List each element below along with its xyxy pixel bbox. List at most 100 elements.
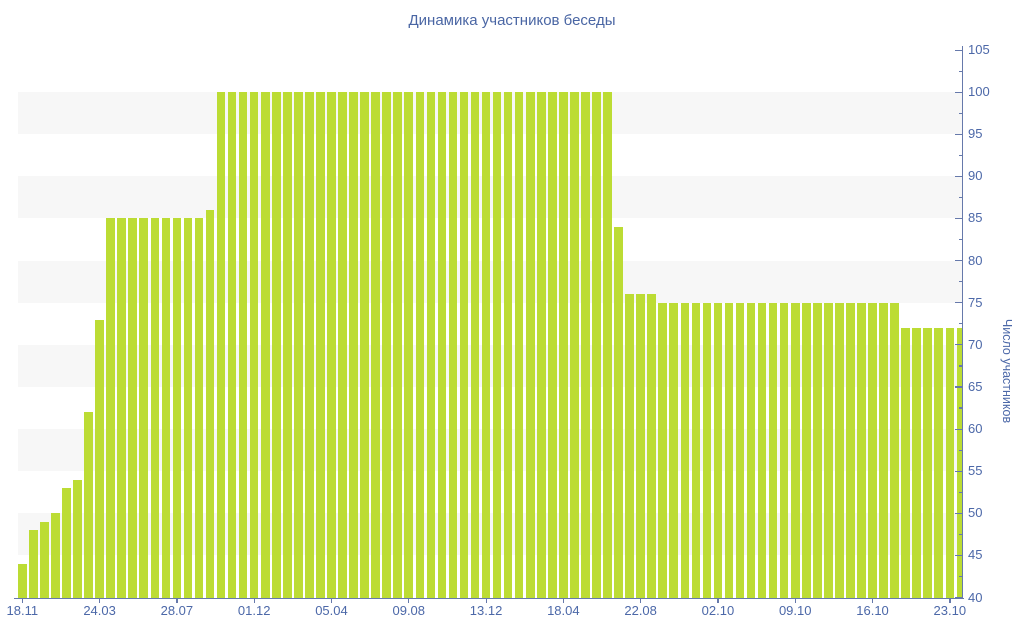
- bar[interactable]: [956, 327, 962, 599]
- bar[interactable]: [835, 302, 844, 599]
- bar[interactable]: [890, 302, 899, 599]
- bar[interactable]: [227, 92, 237, 599]
- bar[interactable]: [801, 302, 811, 599]
- bar[interactable]: [316, 92, 325, 599]
- bar[interactable]: [470, 92, 480, 599]
- bar[interactable]: [492, 92, 502, 599]
- bar[interactable]: [614, 226, 623, 599]
- bar[interactable]: [724, 302, 734, 599]
- bar[interactable]: [205, 210, 215, 599]
- x-axis-tick: [949, 599, 951, 603]
- bar[interactable]: [161, 218, 171, 599]
- bar[interactable]: [603, 92, 612, 599]
- bar[interactable]: [393, 92, 403, 599]
- bar[interactable]: [945, 327, 955, 599]
- bar[interactable]: [901, 327, 910, 599]
- bar[interactable]: [813, 302, 822, 599]
- bar[interactable]: [260, 92, 270, 599]
- y-axis-tick: [955, 175, 962, 178]
- bar[interactable]: [581, 92, 590, 599]
- bar[interactable]: [779, 302, 789, 599]
- bar[interactable]: [448, 92, 458, 599]
- bar[interactable]: [514, 92, 524, 599]
- y-axis-tick-label: 45: [968, 547, 983, 563]
- y-axis-tick-label: 60: [968, 421, 983, 437]
- bar[interactable]: [481, 92, 491, 599]
- bar[interactable]: [536, 92, 546, 599]
- bar[interactable]: [51, 513, 60, 599]
- bar[interactable]: [150, 218, 160, 599]
- bar[interactable]: [128, 218, 137, 599]
- bar[interactable]: [327, 92, 336, 599]
- bar[interactable]: [912, 327, 921, 599]
- y-axis-tick: [955, 217, 962, 220]
- bar[interactable]: [18, 563, 27, 599]
- bar[interactable]: [271, 92, 281, 599]
- x-axis-line: [14, 597, 964, 599]
- y-axis-title: Число участников: [1000, 318, 1014, 424]
- bar[interactable]: [525, 92, 535, 599]
- x-axis-tick: [176, 599, 178, 603]
- bar[interactable]: [84, 412, 93, 599]
- bar[interactable]: [305, 92, 314, 599]
- bar[interactable]: [283, 92, 292, 599]
- bar[interactable]: [459, 92, 469, 599]
- bar[interactable]: [360, 92, 369, 599]
- bar[interactable]: [625, 294, 634, 599]
- bar[interactable]: [139, 218, 149, 599]
- bar[interactable]: [249, 92, 259, 599]
- bar[interactable]: [680, 302, 690, 599]
- bar[interactable]: [923, 327, 933, 599]
- bar[interactable]: [338, 92, 347, 599]
- bar[interactable]: [559, 92, 568, 599]
- bar[interactable]: [713, 302, 723, 599]
- y-axis-tick-label: 105: [968, 42, 990, 57]
- bar[interactable]: [40, 521, 49, 599]
- bar[interactable]: [868, 302, 877, 599]
- bar[interactable]: [691, 302, 701, 599]
- bar[interactable]: [592, 92, 601, 599]
- bar[interactable]: [768, 302, 778, 599]
- bar[interactable]: [238, 92, 248, 599]
- bar[interactable]: [570, 92, 579, 599]
- bar[interactable]: [824, 302, 833, 599]
- bar[interactable]: [757, 302, 767, 599]
- y-axis-minor-tick: [958, 239, 962, 241]
- bar[interactable]: [216, 92, 226, 599]
- bar[interactable]: [746, 302, 756, 599]
- bar[interactable]: [426, 92, 436, 599]
- bar[interactable]: [194, 218, 204, 599]
- bar[interactable]: [62, 488, 71, 599]
- y-axis-tick-label: 90: [968, 168, 983, 184]
- bar[interactable]: [371, 92, 380, 599]
- bar[interactable]: [735, 302, 745, 599]
- bar[interactable]: [382, 92, 391, 599]
- bar[interactable]: [702, 302, 712, 599]
- bar[interactable]: [846, 302, 855, 599]
- bar[interactable]: [183, 218, 193, 599]
- bar[interactable]: [669, 302, 679, 599]
- bar[interactable]: [879, 302, 888, 599]
- bar[interactable]: [349, 92, 358, 599]
- bar[interactable]: [503, 92, 513, 599]
- bar[interactable]: [636, 294, 645, 599]
- bar[interactable]: [790, 302, 800, 599]
- bar[interactable]: [658, 302, 668, 599]
- bar[interactable]: [117, 218, 126, 599]
- bar[interactable]: [106, 218, 115, 599]
- bar[interactable]: [437, 92, 447, 599]
- bar[interactable]: [857, 302, 866, 599]
- y-axis-tick: [955, 512, 962, 514]
- bar[interactable]: [647, 294, 656, 599]
- bar[interactable]: [934, 327, 944, 599]
- bar[interactable]: [548, 92, 557, 599]
- bar[interactable]: [95, 319, 104, 599]
- bar[interactable]: [404, 92, 414, 599]
- bar[interactable]: [294, 92, 303, 599]
- bar[interactable]: [73, 479, 82, 599]
- bar[interactable]: [29, 530, 38, 599]
- bar[interactable]: [172, 218, 182, 599]
- x-axis-tick: [872, 599, 874, 603]
- x-axis-tick: [21, 599, 23, 603]
- bar[interactable]: [415, 92, 425, 599]
